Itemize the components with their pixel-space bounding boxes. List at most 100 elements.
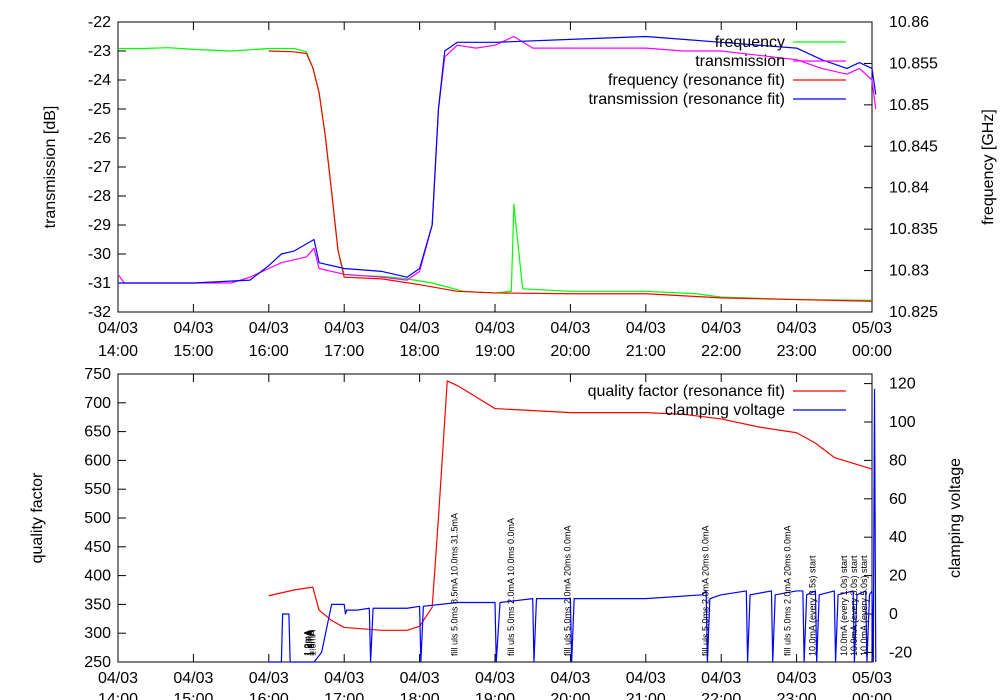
x-tick-label-date-1-10: 05/03 [852, 320, 892, 337]
x-tick-label-date-2-3: 04/03 [324, 670, 364, 687]
y-right-tick-label-2-7: -20 [889, 644, 912, 661]
y-left-tick-label-1-9: -31 [88, 275, 111, 292]
y-right-tick-label-2-2: 80 [889, 452, 907, 469]
annotation-label-4: 1.8mA [307, 630, 317, 656]
y-right-tick-label-1-3: 10.845 [889, 138, 938, 155]
x-tick-label-date-2-8: 04/03 [701, 670, 741, 687]
legend-label-1-3: transmission (resonance fit) [588, 91, 785, 108]
y-left-tick-label-2-4: 550 [84, 481, 111, 498]
x-tick-label-date-2-10: 05/03 [852, 670, 892, 687]
annotation-label-3: 1.6mA [306, 630, 316, 656]
annotation-label-1: 1.2mA [304, 630, 314, 656]
legend-label-1-2: frequency (resonance fit) [608, 72, 785, 89]
annotation-label-10: 10.0mA (every 0.5s) start [807, 555, 817, 656]
annotation-label-13: 10.0mA (every 5.0s) start [859, 555, 869, 656]
y-left-tick-label-1-3: -25 [88, 101, 111, 118]
series-line-1-2 [268, 50, 873, 302]
x-tick-label-date-1-2: 04/03 [249, 320, 289, 337]
y-left-axis-label-2: quality factor [29, 472, 46, 563]
y-left-tick-label-2-5: 500 [84, 510, 111, 527]
y-right-tick-label-2-6: 0 [889, 606, 898, 623]
y-left-tick-label-2-0: 750 [84, 366, 111, 383]
y-right-tick-label-1-5: 10.835 [889, 221, 938, 238]
x-tick-label-time-2-7: 21:00 [626, 691, 666, 700]
y-left-tick-label-1-8: -30 [88, 246, 111, 263]
annotation-label-12: 10.0mA (every 3.0s) start [849, 555, 859, 656]
y-left-tick-label-2-9: 300 [84, 625, 111, 642]
x-tick-label-time-2-10: 00:00 [852, 691, 892, 700]
y-left-tick-label-2-8: 350 [84, 596, 111, 613]
x-tick-label-date-2-2: 04/03 [249, 670, 289, 687]
annotation-label-0: 1.0mA [302, 630, 312, 656]
x-tick-label-date-1-1: 04/03 [173, 320, 213, 337]
y-left-tick-label-2-1: 700 [84, 395, 111, 412]
annotation-label-11: 10.0mA (every 1.0s) start [839, 555, 849, 656]
legend-label-1-0: frequency [715, 34, 785, 51]
y-right-tick-label-2-0: 120 [889, 376, 916, 393]
y-left-tick-label-2-7: 400 [84, 568, 111, 585]
x-tick-label-time-1-3: 17:00 [324, 343, 364, 360]
y-left-tick-label-2-6: 450 [84, 539, 111, 556]
x-tick-label-time-2-6: 20:00 [550, 691, 590, 700]
annotation-label-6: fill uls 5.0ms 2.0mA 10.0ms 0.0mA [506, 518, 516, 656]
annotation-label-2: 1.4mA [305, 630, 315, 656]
y-left-tick-label-1-6: -28 [88, 188, 111, 205]
x-tick-label-date-2-5: 04/03 [475, 670, 515, 687]
x-tick-label-time-1-9: 23:00 [777, 343, 817, 360]
x-tick-label-date-2-0: 04/03 [98, 670, 138, 687]
x-tick-label-date-2-6: 04/03 [550, 670, 590, 687]
x-tick-label-date-1-9: 04/03 [777, 320, 817, 337]
y-left-tick-label-1-1: -23 [88, 43, 111, 60]
series-line-2-1 [268, 388, 877, 663]
y-right-tick-label-1-2: 10.85 [889, 97, 929, 114]
x-tick-label-time-2-1: 15:00 [173, 691, 213, 700]
y-left-tick-label-2-3: 600 [84, 452, 111, 469]
x-tick-label-date-2-1: 04/03 [173, 670, 213, 687]
y-right-axis-label-1: frequency [GHz] [980, 109, 997, 225]
y-left-tick-label-1-5: -27 [88, 159, 111, 176]
annotation-label-7: fill uls 5.0ms 2.0mA 20ms 0.0mA [562, 525, 572, 656]
y-left-tick-label-2-10: 250 [84, 654, 111, 671]
x-tick-label-date-1-0: 04/03 [98, 320, 138, 337]
series-line-2-0 [268, 380, 873, 631]
y-right-tick-label-1-4: 10.84 [889, 180, 929, 197]
legend-label-2-1: clamping voltage [665, 402, 785, 419]
x-tick-label-date-2-4: 04/03 [400, 670, 440, 687]
y-left-tick-label-2-2: 650 [84, 424, 111, 441]
annotation-label-9: fill uls 5.0ms 2.0mA 20ms 0.0mA [782, 525, 792, 656]
x-tick-label-date-1-6: 04/03 [550, 320, 590, 337]
x-tick-label-time-1-1: 15:00 [173, 343, 213, 360]
x-tick-label-date-2-9: 04/03 [777, 670, 817, 687]
x-tick-label-time-2-8: 22:00 [701, 691, 741, 700]
y-left-tick-label-1-10: -32 [88, 304, 111, 321]
x-tick-label-date-1-4: 04/03 [400, 320, 440, 337]
x-tick-label-time-2-5: 19:00 [475, 691, 515, 700]
x-tick-label-time-1-8: 22:00 [701, 343, 741, 360]
x-tick-label-time-2-4: 18:00 [400, 691, 440, 700]
y-left-tick-label-1-2: -24 [88, 72, 111, 89]
y-right-tick-label-2-1: 100 [889, 414, 916, 431]
x-tick-label-time-2-2: 16:00 [249, 691, 289, 700]
y-left-tick-label-1-4: -26 [88, 130, 111, 147]
y-right-tick-label-2-5: 20 [889, 568, 907, 585]
legend-label-2-0: quality factor (resonance fit) [588, 383, 785, 400]
annotation-label-8: fill uls 5.0ms 2.0mA 20ms 0.0mA [701, 525, 711, 656]
x-tick-label-time-1-10: 00:00 [852, 343, 892, 360]
y-left-axis-label-1: transmission [dB] [42, 106, 59, 229]
series-line-1-3 [118, 35, 877, 284]
y-right-axis-label-2: clamping voltage [947, 458, 964, 578]
x-tick-label-time-2-3: 17:00 [324, 691, 364, 700]
x-tick-label-time-2-0: 14:00 [98, 691, 138, 700]
x-tick-label-date-1-5: 04/03 [475, 320, 515, 337]
annotation-label-5: fill uls 5.0ms 8.5mA 10.0ms 31.5mA [449, 513, 459, 656]
y-right-tick-label-1-1: 10.855 [889, 55, 938, 72]
y-right-tick-label-1-7: 10.825 [889, 304, 938, 321]
x-tick-label-date-1-7: 04/03 [626, 320, 666, 337]
x-tick-label-date-1-3: 04/03 [324, 320, 364, 337]
y-right-tick-label-1-0: 10.86 [889, 14, 929, 31]
legend-label-1-1: transmission [695, 53, 785, 70]
x-tick-label-time-1-0: 14:00 [98, 343, 138, 360]
x-tick-label-time-2-9: 23:00 [777, 691, 817, 700]
x-tick-label-time-1-5: 19:00 [475, 343, 515, 360]
